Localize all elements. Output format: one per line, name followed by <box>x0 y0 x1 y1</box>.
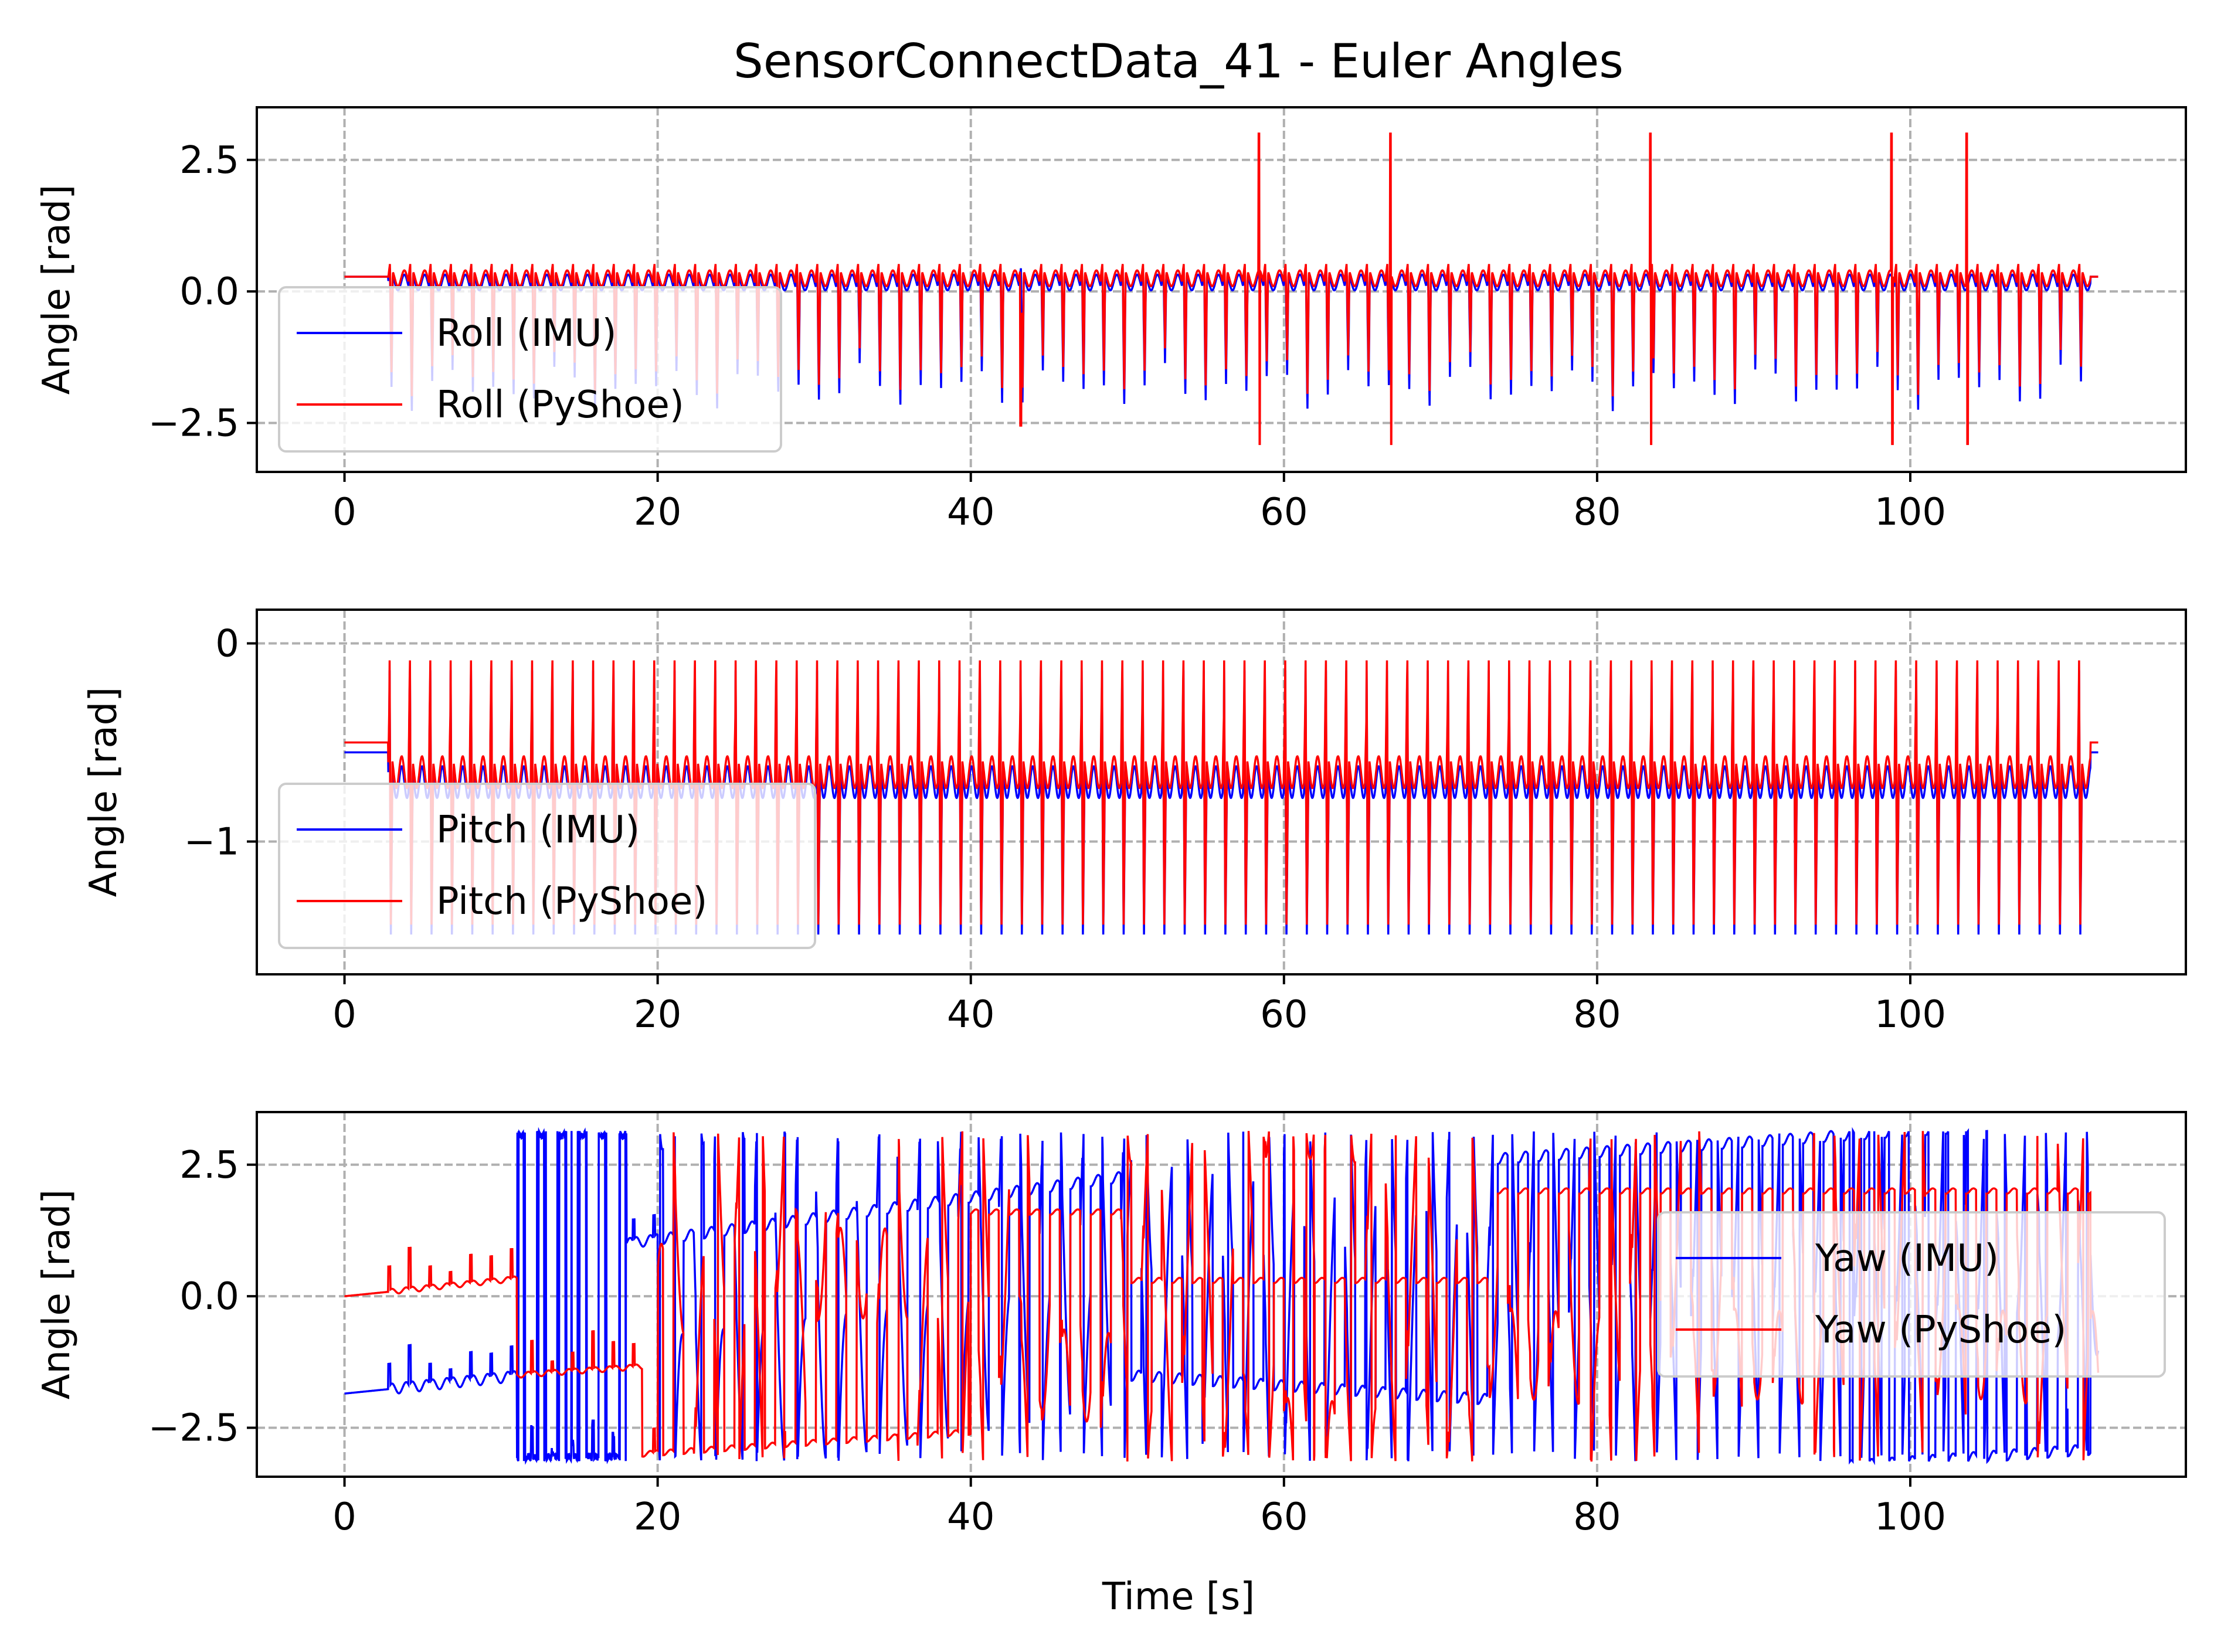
x-tick-label: 40 <box>947 491 994 534</box>
y-tick-label: −2.5 <box>148 1407 239 1450</box>
legend-label: Roll (IMU) <box>436 312 617 355</box>
x-tick-label: 80 <box>1573 993 1621 1036</box>
x-tick-label: 0 <box>332 491 356 534</box>
legend-label: Pitch (IMU) <box>436 808 640 852</box>
legend-label: Yaw (IMU) <box>1815 1237 1999 1280</box>
x-tick-label: 80 <box>1573 491 1621 534</box>
y-axis-label: Angle [rad] <box>82 687 125 898</box>
x-tick-label: 80 <box>1573 1495 1621 1539</box>
y-axis-label: Angle [rad] <box>35 1189 79 1400</box>
legend-box <box>278 286 782 453</box>
series-line-yaw-imu <box>344 1127 2100 1466</box>
legend-label: Roll (PyShoe) <box>436 383 684 427</box>
y-tick-label: 0.0 <box>179 1275 239 1318</box>
series-line-pitch-pyshoe <box>344 660 2098 925</box>
panels: 0 20 40 60 80 100 2.5 0.0 −2.5 Angle [rad] Roll (I… <box>35 106 2187 1539</box>
y-axis-label: Angle [rad] <box>35 185 79 395</box>
x-tick-label: 60 <box>1260 1495 1308 1539</box>
x-tick-label: 60 <box>1260 993 1308 1036</box>
panel-1: 0 20 40 60 80 100 2.5 0.0 −2.5 Angle [rad] Roll (I… <box>35 106 2187 534</box>
x-tick-label: 100 <box>1875 1495 1946 1539</box>
x-tick-label: 20 <box>634 491 681 534</box>
y-tick-label: 0.0 <box>179 270 239 314</box>
x-tick-label: 0 <box>332 1495 356 1539</box>
legend-box <box>278 783 816 949</box>
axes-frame <box>256 1111 2187 1478</box>
legend-box <box>1657 1211 2166 1378</box>
y-tick-label: 2.5 <box>179 139 239 182</box>
y-tick-label: 2.5 <box>179 1144 239 1187</box>
axes-frame <box>256 106 2187 473</box>
panel-3: 0 20 40 60 80 100 2.5 0.0 −2.5 Angle [rad] Yaw (IM… <box>35 1111 2187 1539</box>
x-tick-label: 0 <box>332 993 356 1036</box>
x-tick-label: 40 <box>947 1495 994 1539</box>
legend-label: Pitch (PyShoe) <box>436 880 707 923</box>
y-tick-label: −2.5 <box>148 402 239 446</box>
legend-label: Yaw (PyShoe) <box>1815 1308 2066 1352</box>
y-tick-label: −1 <box>184 821 239 864</box>
x-tick-label: 100 <box>1875 993 1946 1036</box>
figure-title: SensorConnectData_41 - Euler Angles <box>734 34 1624 89</box>
x-tick-label: 100 <box>1875 491 1946 534</box>
x-tick-label: 20 <box>634 993 681 1036</box>
x-tick-label: 60 <box>1260 491 1308 534</box>
x-axis-label: Time [s] <box>1102 1575 1255 1619</box>
axes-frame <box>256 609 2187 975</box>
y-tick-label: 0 <box>215 622 239 665</box>
series-line-yaw-pyshoe <box>344 1131 2100 1462</box>
panel-2: 0 20 40 60 80 100 0 −1 Angle [rad] Pitch (IMU) Pit… <box>82 609 2187 1036</box>
x-tick-label: 40 <box>947 993 994 1036</box>
x-tick-label: 20 <box>634 1495 681 1539</box>
